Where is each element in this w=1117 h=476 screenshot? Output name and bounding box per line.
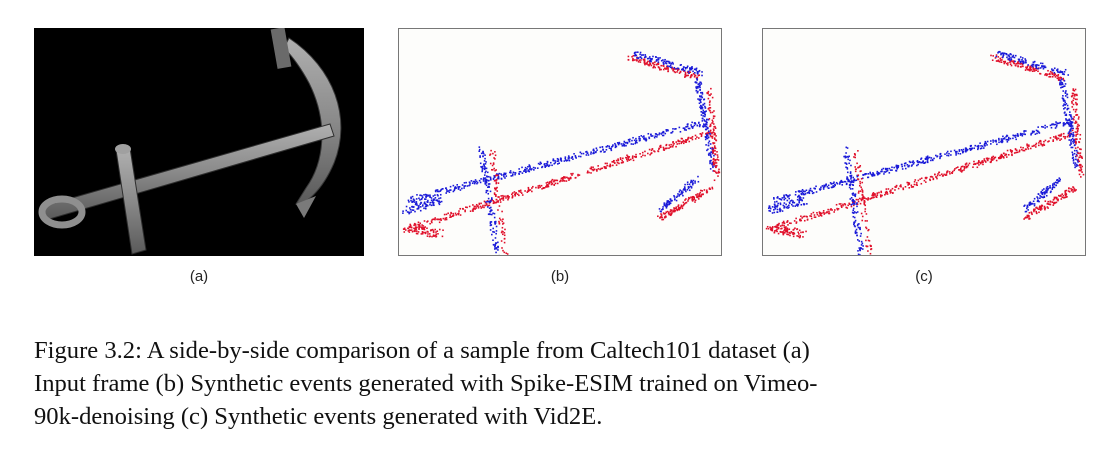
anchor-shank [43,123,335,221]
input-frame-image [38,28,342,255]
anchor-stock [115,147,147,255]
input-frame-panel [34,28,364,256]
anchor-top-stub [270,28,292,69]
subfigure-label-b: (b) [550,268,570,285]
caption-line: Figure 3.2: A side-by-side comparison of… [34,337,810,364]
events-spike-esim-panel [398,28,722,256]
subfigure-label-c: (c) [915,268,933,285]
anchor-stock-cap [115,144,131,154]
event-points [402,51,721,255]
subfigure-label-a: (a) [189,268,209,285]
event-points [765,50,1085,255]
anchor-fluke [296,196,316,218]
anchor-arm [283,37,342,205]
figure-caption: Figure 3.2: A side-by-side comparison of… [34,334,1094,433]
events-vid2e-panel [762,28,1086,256]
anchor-ring [38,195,86,229]
events-spike-esim-plot [402,51,721,255]
caption-line: Input frame (b) Synthetic events generat… [34,370,818,397]
events-vid2e-plot [765,50,1085,255]
caption-line: 90k-denoising (c) Synthetic events gener… [34,403,603,430]
